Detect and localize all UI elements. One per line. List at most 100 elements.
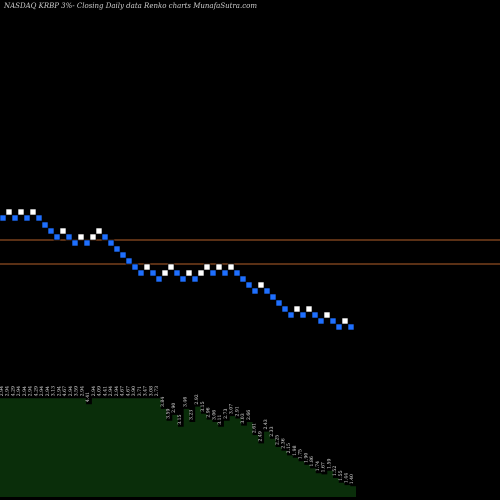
volume-label: 1.75 <box>298 449 304 459</box>
volume-label: 3.84 <box>160 397 166 407</box>
down-brick <box>131 263 139 271</box>
volume-label: 2.25 <box>275 435 281 445</box>
down-brick <box>113 245 121 253</box>
down-brick <box>155 275 163 283</box>
down-brick <box>347 323 355 331</box>
volume-label: 2.94 <box>79 386 85 396</box>
volume-label: 3.90 <box>131 386 137 396</box>
down-brick <box>191 275 199 283</box>
volume-label: 2.94 <box>39 386 45 396</box>
down-brick <box>71 239 79 247</box>
volume-label: 2.94 <box>45 386 51 396</box>
volume-label: 4.29 <box>33 386 39 396</box>
volume-label: 1.40 <box>349 474 355 484</box>
down-brick <box>287 311 295 319</box>
volume-label: 2.49 <box>257 431 263 441</box>
volume-label: 1.52 <box>332 466 338 476</box>
volume-label: 1.67 <box>321 462 327 472</box>
volume-label: 3.03 <box>240 413 246 423</box>
volume-area <box>0 398 356 497</box>
up-brick <box>215 263 223 271</box>
volume-label: 2.36 <box>280 438 286 448</box>
volume-label: 3.15 <box>200 401 206 411</box>
volume-label: 4.67 <box>120 386 126 396</box>
volume-label: 3.13 <box>51 386 57 396</box>
down-brick <box>11 214 19 222</box>
up-brick <box>293 305 301 313</box>
down-brick <box>0 214 7 222</box>
volume-label: 1.44 <box>344 473 350 483</box>
up-brick <box>17 208 25 216</box>
volume-label: 2.92 <box>194 394 200 404</box>
volume-label: 2.94 <box>91 386 97 396</box>
down-brick <box>239 275 247 283</box>
up-brick <box>77 233 85 241</box>
volume-label: 3.59 <box>74 386 80 396</box>
volume-label: 3.46 <box>183 397 189 407</box>
down-brick <box>149 269 157 277</box>
down-brick <box>137 269 145 277</box>
volume-label: 3.08 <box>148 386 154 396</box>
down-brick <box>101 233 109 241</box>
up-brick <box>323 311 331 319</box>
up-brick <box>143 263 151 271</box>
down-brick <box>245 281 253 289</box>
volume-label: 2.94 <box>22 386 28 396</box>
down-brick <box>281 305 289 313</box>
volume-label: 4.09 <box>97 386 103 396</box>
volume-label: 1.55 <box>338 470 344 480</box>
up-brick <box>95 227 103 235</box>
volume-label: 2.90 <box>171 403 177 413</box>
up-brick <box>29 208 37 216</box>
volume-label: 4.41 <box>85 392 91 402</box>
down-brick <box>209 269 217 277</box>
up-brick <box>5 208 13 216</box>
volume-label: 2.73 <box>223 409 229 419</box>
volume-label: 3.07 <box>229 404 235 414</box>
volume-label: 2.94 <box>68 386 74 396</box>
up-brick <box>203 263 211 271</box>
down-brick <box>107 239 115 247</box>
volume-label: 2.15 <box>286 443 292 453</box>
down-brick <box>317 317 325 325</box>
volume-label: 4.67 <box>62 386 68 396</box>
up-brick <box>341 317 349 325</box>
volume-label: 2.94 <box>28 386 34 396</box>
volume-label: 1.74 <box>315 461 321 471</box>
down-brick <box>275 299 283 307</box>
down-brick <box>329 317 337 325</box>
up-brick <box>59 227 67 235</box>
down-brick <box>173 269 181 277</box>
up-brick <box>305 305 313 313</box>
up-brick <box>197 269 205 277</box>
down-brick <box>47 227 55 235</box>
volume-label: 2.33 <box>269 426 275 436</box>
volume-label: 2.61 <box>252 423 258 433</box>
up-brick <box>185 269 193 277</box>
down-brick <box>83 239 91 247</box>
up-brick <box>89 233 97 241</box>
down-brick <box>125 257 133 265</box>
down-brick <box>179 275 187 283</box>
volume-label: 2.94 <box>16 386 22 396</box>
down-brick <box>299 311 307 319</box>
down-brick <box>119 251 127 259</box>
volume-label: 3.23 <box>188 410 194 420</box>
volume-label: 3.11 <box>217 414 223 424</box>
volume-label: 2.94 <box>56 386 62 396</box>
up-brick <box>257 281 265 289</box>
volume-label: 3.47 <box>143 386 149 396</box>
volume-label: 2.96 <box>206 407 212 417</box>
up-brick <box>227 263 235 271</box>
down-brick <box>65 233 73 241</box>
volume-label: 1.59 <box>326 459 332 469</box>
down-brick <box>335 323 343 331</box>
up-brick <box>161 269 169 277</box>
down-brick <box>35 214 43 222</box>
up-brick <box>167 263 175 271</box>
volume-label: 4.29 <box>10 386 16 396</box>
volume-label: 1.90 <box>303 453 309 463</box>
down-brick <box>233 269 241 277</box>
down-brick <box>23 214 31 222</box>
